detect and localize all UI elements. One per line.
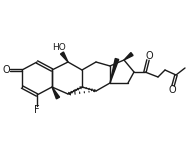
Text: F: F [34, 105, 40, 115]
Text: O: O [168, 85, 176, 95]
Polygon shape [110, 58, 119, 83]
Text: O: O [145, 51, 153, 61]
Polygon shape [124, 52, 133, 60]
Polygon shape [52, 87, 60, 99]
Text: HO: HO [52, 44, 66, 52]
Text: O: O [2, 65, 10, 75]
Polygon shape [61, 52, 68, 62]
